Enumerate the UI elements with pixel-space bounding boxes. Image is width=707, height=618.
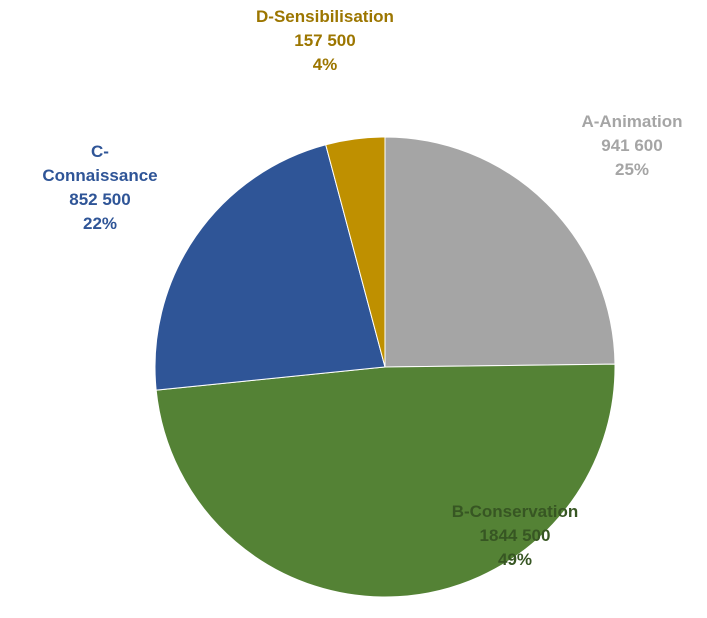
value-label: 941 600 [601,136,663,155]
value-label: 852 500 [69,190,131,209]
category-label: C-Connaissance [42,142,158,185]
data-label: A-Animation 941 600 25% [552,110,707,182]
data-label: C-Connaissance 852 500 22% [40,140,160,236]
percent-label: 22% [82,214,118,233]
percent-label: 49% [497,550,533,569]
percent-label: 4% [312,55,338,74]
category-label: B-Conservation [451,502,579,521]
category-label: A-Animation [581,112,683,131]
category-label: D-Sensibilisation [256,7,394,26]
value-label: 1844 500 [479,526,551,545]
pie-slice [384,136,616,368]
data-label: B-Conservation 1844 500 49% [445,500,585,572]
percent-label: 25% [614,160,650,179]
value-label: 157 500 [294,31,356,50]
data-label: D-Sensibilisation 157 500 4% [250,5,400,77]
pie-slice [155,363,616,598]
pie-slice [325,136,386,368]
pie-slice [154,144,386,391]
